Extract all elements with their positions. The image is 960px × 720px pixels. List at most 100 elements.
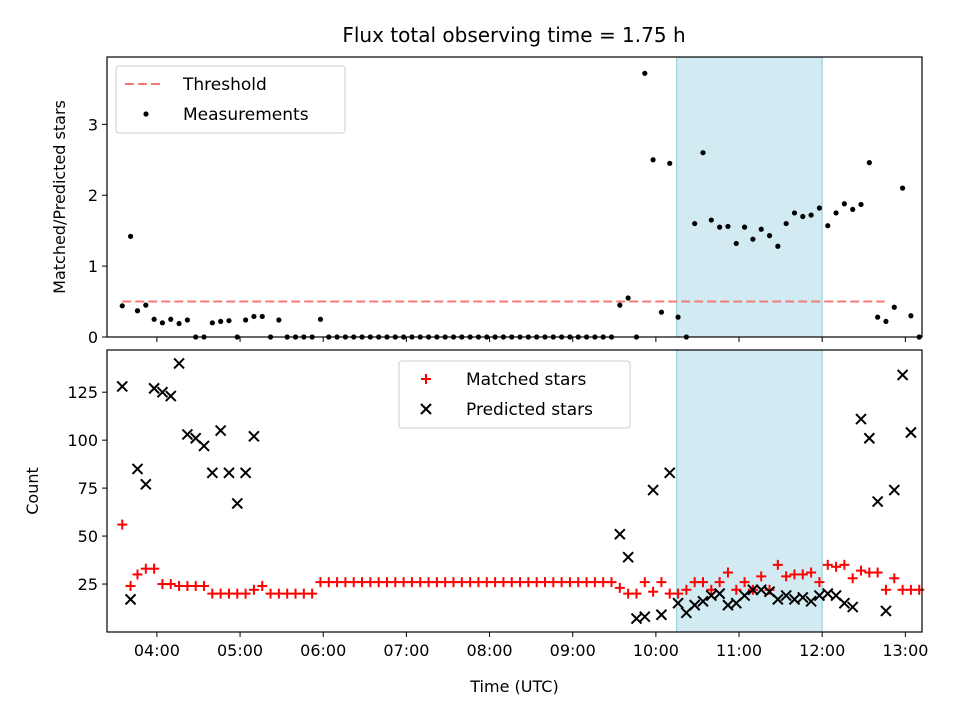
- legend: Threshold Measurements: [115, 65, 346, 134]
- matched-stars-point: [831, 561, 842, 572]
- x-b: [639, 610, 651, 623]
- legend-box: [115, 65, 346, 134]
- measurement-point: [758, 226, 764, 232]
- chart-title: Flux total observing time = 1.75 h: [342, 23, 685, 47]
- x-b: [697, 595, 709, 608]
- x-b: [148, 382, 160, 395]
- x-b: [705, 589, 718, 602]
- predicted-stars-point: [880, 605, 892, 617]
- predicted-stars-point: [614, 528, 626, 540]
- x-b: [124, 593, 137, 606]
- x-b: [688, 599, 701, 611]
- x-b: [788, 593, 801, 606]
- predicted-stars-point: [788, 593, 801, 606]
- measurement-point: [143, 302, 149, 308]
- predicted-stars-point: [156, 386, 169, 398]
- measurement-point: [766, 233, 773, 239]
- axes-frame: [106, 56, 923, 338]
- matched-stars-point: [756, 571, 767, 582]
- matched-stars-point: [631, 588, 642, 599]
- x-b: [738, 589, 751, 602]
- measurement-point: [791, 210, 798, 216]
- predicted-stars-point: [664, 467, 676, 479]
- x-tick-label: 11:00: [716, 641, 762, 660]
- predicted-stars-point: [805, 595, 817, 608]
- measurement-point: [176, 320, 182, 327]
- measurement-point: [875, 314, 881, 320]
- x-b: [248, 430, 260, 443]
- matched-stars-point: [165, 579, 176, 590]
- measurement-point: [733, 240, 739, 247]
- x-b: [630, 612, 643, 625]
- x-b: [888, 484, 900, 496]
- legend-label: Measurements: [183, 105, 309, 125]
- predicted-stars-point: [896, 369, 909, 381]
- predicted-stars-point: [140, 478, 152, 490]
- measurement-point: [700, 150, 706, 156]
- measurement-point: [251, 313, 257, 320]
- predicted-stars-point: [713, 587, 726, 600]
- legend-box: [398, 360, 631, 429]
- x-b: [896, 369, 909, 381]
- x-b: [181, 428, 194, 441]
- measurement-point: [159, 320, 166, 326]
- predicted-stars-point: [888, 484, 900, 496]
- predicted-stars-point: [231, 497, 243, 510]
- matched-stars-point: [839, 559, 850, 570]
- matched-stars-point: [806, 567, 817, 578]
- x-b: [780, 589, 792, 602]
- predicted-stars-point: [822, 587, 834, 600]
- x-b: [131, 463, 144, 475]
- predicted-stars-point: [838, 597, 851, 609]
- measurement-point: [808, 212, 814, 218]
- measurement-point: [800, 213, 806, 220]
- measurement-point: [151, 316, 157, 322]
- matched-stars-point: [199, 580, 210, 591]
- predicted-stars-point: [131, 463, 144, 475]
- y-tick-label: 2: [88, 186, 98, 205]
- x-tick-label: 13:00: [882, 641, 928, 660]
- x-b: [614, 528, 626, 540]
- measurement-point: [243, 317, 249, 323]
- y-tick-label: 3: [88, 115, 98, 134]
- matched-stars-point: [764, 584, 775, 595]
- matched-stars-point: [739, 577, 750, 588]
- matched-stars-point: [872, 567, 883, 578]
- x-b: [805, 595, 817, 608]
- predicted-stars-point: [239, 467, 252, 479]
- x-b: [156, 386, 169, 398]
- x-tick-label: 05:00: [217, 641, 263, 660]
- matched-stars-point: [132, 569, 143, 580]
- predicted-stars-point: [846, 601, 859, 613]
- measurement-point: [226, 318, 232, 324]
- matched-stars-point: [797, 569, 808, 580]
- matched-stars-point: [117, 519, 128, 530]
- measurement-point: [825, 223, 831, 229]
- x-tick-label: 12:00: [799, 641, 845, 660]
- predicted-stars-point: [148, 382, 160, 395]
- measurement-point: [717, 224, 723, 230]
- measurement-point: [908, 313, 914, 319]
- x-b: [664, 467, 676, 479]
- x-b: [214, 424, 227, 437]
- predicted-stars-point: [248, 430, 260, 443]
- x-tick-label: 10:00: [633, 641, 679, 660]
- x-b: [763, 586, 776, 598]
- x-tick-label: 08:00: [466, 641, 512, 660]
- measurement-point: [184, 317, 190, 323]
- matched-stars-point: [772, 559, 783, 570]
- x-b: [190, 432, 202, 444]
- x-b: [206, 467, 219, 479]
- measurement-point: [642, 70, 648, 76]
- matched-stars-point: [149, 563, 160, 574]
- x-tick-label: 07:00: [383, 641, 429, 660]
- measurement-point: [667, 160, 673, 166]
- x-b: [655, 609, 668, 621]
- measurement-point: [750, 236, 756, 242]
- matched-stars-point: [648, 586, 659, 597]
- matched-stars-point: [606, 577, 617, 588]
- x-b: [855, 413, 867, 425]
- legend-label: Threshold: [182, 75, 267, 95]
- predicted-stars-point: [639, 610, 651, 623]
- y-axis-label: Matched/Predicted stars: [50, 100, 69, 294]
